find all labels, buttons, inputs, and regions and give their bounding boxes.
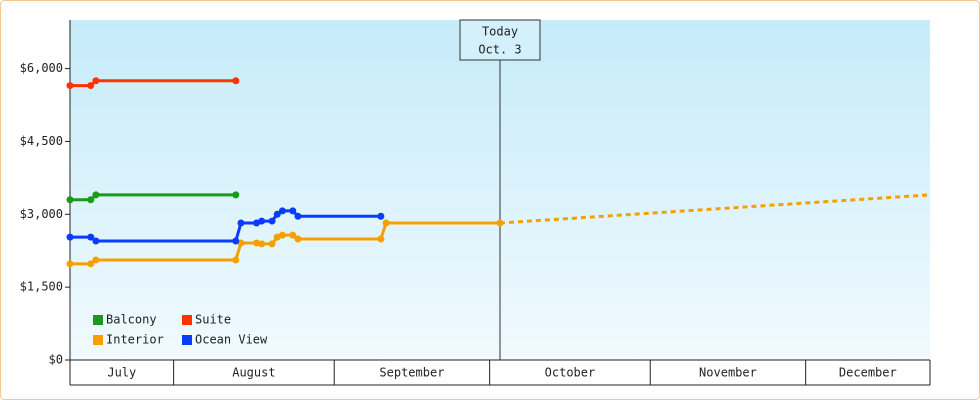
x-category-label: October [545,366,596,380]
x-category-label: September [379,366,444,380]
series-line [70,193,236,202]
y-tick-label: $3,000 [20,207,63,221]
today-label: Today [482,25,518,39]
series-point [278,207,286,215]
series-point [382,219,390,227]
y-tick-label: $4,500 [20,134,63,148]
series-point [294,235,302,243]
series-point [289,207,297,215]
series-point [92,237,100,245]
series-point [66,233,74,241]
today-box [459,19,541,61]
series-point [496,219,504,227]
series-point [268,240,276,248]
x-category-label: August [232,366,275,380]
series-point [232,191,240,199]
legend-label: Interior [106,333,164,347]
series-point [237,219,245,227]
series-point [268,217,276,225]
legend-label: Ocean View [195,333,268,347]
legend-swatch [182,315,192,325]
series-point [66,196,74,204]
series-point [294,212,302,220]
series-point [377,212,385,220]
series-point [232,256,240,264]
series-point [289,231,297,239]
series-point [278,231,286,239]
legend-label: Balcony [106,313,157,327]
series-point [273,210,281,218]
series-point [66,260,74,268]
series-point [92,256,100,264]
series-point [377,235,385,243]
y-tick-label: $6,000 [20,61,63,75]
series-point [232,77,240,85]
series-point [87,260,95,268]
series-point [87,82,95,90]
series-point [258,217,266,225]
x-category-label: November [699,366,757,380]
x-category-label: July [107,366,136,380]
legend-swatch [93,315,103,325]
series-point [253,239,261,247]
y-tick-label: $0 [49,353,63,367]
series-point [87,196,95,204]
series-point [232,237,240,245]
series-point [87,233,95,241]
x-category-label: December [839,366,897,380]
series-line [70,79,236,88]
y-tick-label: $1,500 [20,280,63,294]
series-point [92,191,100,199]
legend-label: Suite [195,313,231,327]
legend-swatch [182,335,192,345]
series-point [66,82,74,90]
legend-swatch [93,335,103,345]
today-label: Oct. 3 [478,43,521,57]
series-point [92,77,100,85]
series-point [258,240,266,248]
